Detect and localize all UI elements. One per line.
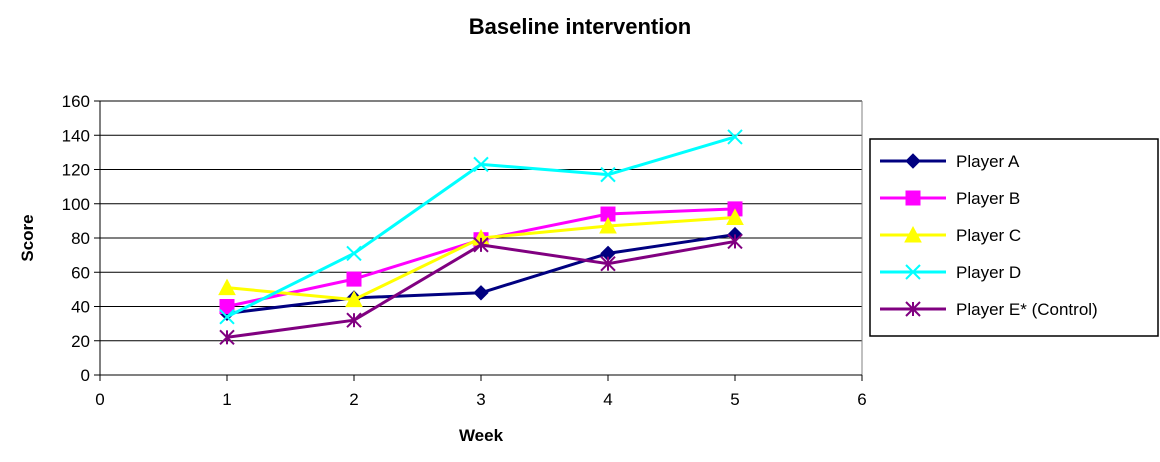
series-player-e-control [219,233,743,346]
legend-swatch-marker [905,153,921,169]
legend-label: Player B [956,189,1020,208]
legend-swatch-marker [905,301,921,317]
chart-title: Baseline intervention [468,14,692,39]
axes [94,100,863,381]
series-player-e-control-point [346,312,362,328]
legend-item-player-b: Player B [880,189,1020,208]
y-tick-label: 60 [71,263,90,282]
series-player-e-control-point [473,237,489,253]
y-tick-label: 0 [81,366,90,385]
tick-labels: 0 20 40 60 80 100 120 140 160 0 1 2 3 4 5 6 [62,92,867,409]
series-player-d-point [600,166,616,183]
series-player-c-point [726,208,744,225]
marker-stroke [600,166,616,183]
legend-label: Player C [956,226,1021,245]
series-player-e-control-point [727,233,743,250]
y-tick-label: 20 [71,332,90,351]
legend-swatch-marker [905,190,921,206]
x-tick-label: 5 [730,390,739,409]
series-player-c-point [599,216,617,234]
x-tick-label: 6 [857,390,866,409]
legend: Player A Player B Player C Player D Player E… [869,138,1159,337]
series-player-d-point [219,309,235,325]
series-player-e-control-point [600,255,616,272]
series-player-c-point [218,278,236,296]
y-tick-label: 140 [62,126,90,145]
legend-item-player-e-control: Player E* (Control) [880,300,1098,319]
series-player-d-point [473,156,489,173]
x-tick-label: 4 [603,390,612,409]
marker-stroke [346,245,362,262]
legend-label: Player E* (Control) [956,300,1098,319]
x-tick-label: 1 [222,390,231,409]
legend-item-player-c: Player C [880,225,1021,245]
gridlines [100,100,862,342]
legend-item-player-a: Player A [880,152,1020,171]
x-axis-label: Week [458,426,504,445]
legend-label: Player A [956,152,1020,171]
marker-stroke [219,309,235,325]
x-tick-label: 2 [349,390,358,409]
y-tick-label: 40 [71,298,90,317]
y-tick-label: 160 [62,92,90,111]
legend-swatch-marker [905,264,921,280]
x-tick-label: 0 [95,390,104,409]
marker-stroke [473,156,489,173]
series-player-b-point [346,271,362,287]
legend-item-player-d: Player D [880,263,1021,282]
x-tick-label: 3 [476,390,485,409]
legend-swatch-marker [904,225,922,243]
series-player-b-point [219,299,235,314]
y-tick-label: 120 [62,161,90,180]
series-player-d [219,129,743,325]
legend-label: Player D [956,263,1021,282]
marker-stroke [727,129,743,145]
series-player-d-point [727,129,743,145]
y-tick-label: 80 [71,229,90,248]
y-tick-label: 100 [62,195,90,214]
series-layer [218,129,744,346]
series-player-d-point [346,245,362,262]
marker-stroke [905,264,921,280]
series-player-a-point [473,285,489,301]
series-player-e-control-point [219,329,235,346]
series-player-c-point [345,290,363,308]
